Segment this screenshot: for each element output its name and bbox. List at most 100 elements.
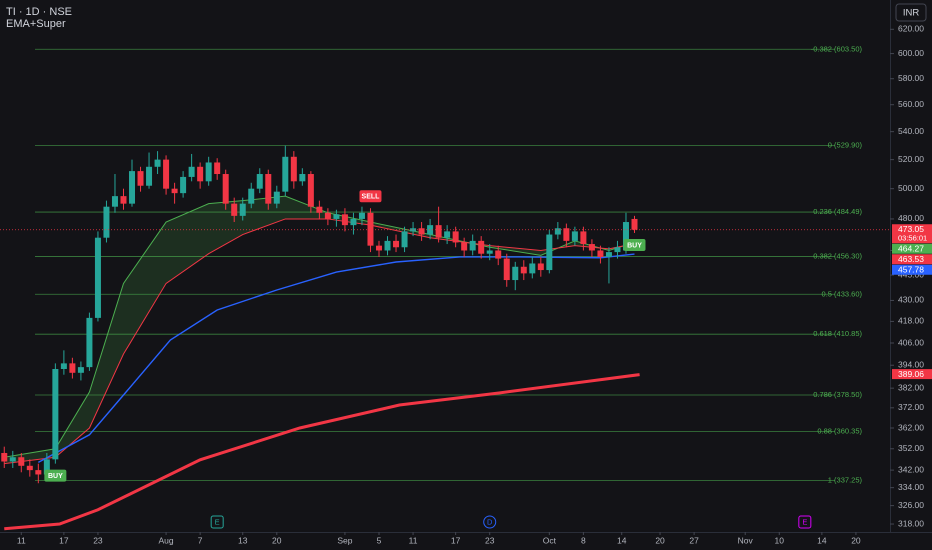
candle-body (410, 228, 417, 232)
candle-body (129, 171, 136, 204)
candle-body (588, 244, 595, 251)
event-label: E (215, 517, 220, 526)
candle-body (248, 188, 255, 204)
candle-body (554, 228, 561, 235)
candle-body (401, 231, 408, 248)
y-tick-label: 318.00 (898, 518, 924, 528)
price-tag (892, 224, 932, 244)
candle-body (469, 240, 476, 251)
event-label: E (802, 517, 807, 526)
candle-body (256, 174, 263, 189)
y-tick-label: 352.00 (898, 443, 924, 453)
candle-body (358, 212, 365, 219)
x-tick-label: 17 (59, 535, 69, 545)
candle-body (197, 166, 204, 182)
candle-body (597, 250, 604, 257)
candle-body (188, 166, 195, 177)
candle-body (537, 263, 544, 271)
price-tag-label: 457.78 (898, 264, 924, 274)
x-tick-label: 13 (238, 535, 248, 545)
candle-body (478, 240, 485, 254)
indicator-line (4, 373, 640, 531)
candle-body (631, 218, 638, 230)
candle-body (120, 196, 127, 204)
price-tag (892, 264, 932, 275)
candle-body (146, 166, 153, 186)
candle-body (171, 188, 178, 194)
currency[interactable]: INR (903, 8, 920, 19)
x-tick-label: 17 (451, 535, 461, 545)
currency-box[interactable] (895, 3, 927, 22)
candle-body (605, 252, 612, 257)
y-tick-label: 600.00 (898, 48, 924, 58)
x-tick-label: 20 (272, 535, 282, 545)
y-tick-label: 394.00 (898, 359, 924, 369)
y-tick-label: 520.00 (898, 154, 924, 164)
candle-body (316, 206, 323, 213)
candle-body (444, 231, 451, 238)
x-tick-label: 8 (581, 535, 586, 545)
y-tick-label: 382.00 (898, 382, 924, 392)
candle-body (299, 174, 306, 182)
price-tag (892, 369, 932, 380)
candle-body (350, 218, 357, 226)
event-label: D (487, 517, 493, 526)
candle-body (26, 465, 33, 471)
candle-body (205, 162, 212, 182)
candle-body (282, 156, 289, 192)
candle-body (77, 367, 84, 373)
y-tick-label: 406.00 (898, 337, 924, 347)
signal-label: BUY (627, 242, 642, 249)
candle-body (273, 191, 280, 204)
x-tick-label: 10 (775, 535, 785, 545)
x-tick-label: Nov (738, 535, 754, 545)
signal-label: BUY (48, 473, 63, 480)
y-tick-label: 334.00 (898, 482, 924, 492)
candle-body (94, 237, 101, 318)
signal-badge (44, 469, 67, 482)
price-tag-label: 473.05 (898, 224, 924, 234)
fib-label: 0.5 (433.60) (822, 289, 863, 298)
x-tick-label: Oct (543, 535, 557, 545)
x-tick-label: 5 (377, 535, 382, 545)
fib-label: 0 (529.90) (828, 141, 863, 150)
y-tick-label: 342.00 (898, 464, 924, 474)
x-tick-label: 11 (17, 535, 26, 545)
y-tick-label: 580.00 (898, 73, 924, 83)
x-tick-label: 20 (655, 535, 665, 545)
candle-body (43, 459, 50, 475)
signal-badge (359, 190, 382, 203)
candle-body (529, 263, 536, 274)
candle-body (214, 162, 221, 175)
candle-body (324, 212, 331, 219)
candle-body (103, 206, 110, 238)
candle-body (486, 250, 493, 254)
candle-body (367, 212, 374, 246)
candle-body (18, 457, 25, 466)
candle-body (333, 214, 340, 219)
y-tick-label: 372.00 (898, 402, 924, 412)
indicator-line (37, 253, 635, 463)
y-tick-label: 430.00 (898, 295, 924, 305)
x-tick-label: 27 (689, 535, 699, 545)
x-tick-label: 23 (485, 535, 495, 545)
candle-body (546, 234, 553, 271)
candle-body (111, 196, 118, 207)
candle-body (163, 159, 170, 189)
candle-body (580, 231, 587, 245)
candle-body (341, 214, 348, 226)
candle-body (9, 457, 16, 462)
fib-label: 1 (337.25) (828, 475, 863, 484)
indicator-name: EMA+Super (6, 18, 66, 30)
y-tick-label: 326.00 (898, 500, 924, 510)
candle-body (290, 156, 297, 182)
x-tick-label: 20 (851, 535, 861, 545)
candle-body (35, 470, 42, 475)
candle-body (137, 171, 144, 186)
candle-body (571, 231, 578, 241)
candle-body (495, 250, 502, 259)
event-icon (483, 515, 497, 529)
candle-body (265, 174, 272, 204)
event-icon (210, 515, 224, 529)
x-tick-label: 11 (409, 535, 418, 545)
